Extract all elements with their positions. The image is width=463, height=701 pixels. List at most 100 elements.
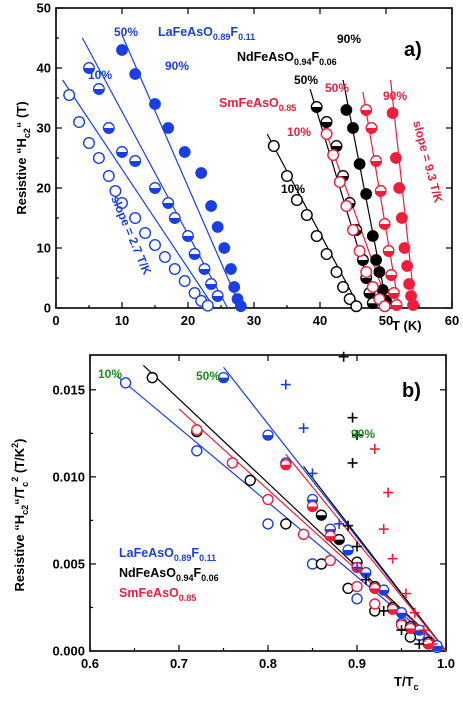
x-tick-label: 0 [52,313,59,328]
fit-line-ndfeaso-50 [303,466,447,652]
legend-nd: NdFeAsO0.94F0.06 [119,566,219,583]
x-tick-label: 0.9 [348,656,366,671]
ann-sm-90: 90% [383,89,407,103]
data-point-smfeaso-50 [360,104,373,116]
data-point-smfeaso-50 [390,299,403,311]
data-point-ndfeaso-10 [281,169,294,182]
data-point-smfeaso-10 [347,223,360,236]
half-marker-fill [375,191,387,197]
data-point-ndfeaso-90 [353,158,366,170]
data-point-lafeaso-50 [182,230,194,242]
half-marker-fill [385,275,397,281]
ann-la-90: 90% [165,59,189,73]
fit-line-lafeaso-10 [62,79,215,309]
data-point-smfeaso-90 [401,260,414,272]
data-point-ndfeaso-10 [280,518,292,530]
data-point-lafeaso-10 [262,518,274,530]
data-point-smfeaso-50 [280,459,292,471]
ann-nd-10: 10% [281,182,305,196]
label-sm: SmFeAsO0.85 [219,96,296,113]
data-point-lafeaso-90 [149,98,161,110]
data-point-ndfeaso-10 [300,208,313,221]
data-point-lafeaso-50 [198,263,211,275]
data-point-smfeaso-90 [390,152,402,164]
data-point-smfeaso-50 [324,530,336,542]
x-tick-label: 0.8 [259,656,277,671]
data-point-lafeaso-90 [205,200,218,212]
data-point-lafeaso-10 [63,88,76,101]
y-tick-label: 20 [37,181,51,196]
half-marker-fill [423,644,434,650]
data-point-ndfeaso-50 [333,533,345,546]
data-point-lafeaso-10 [129,211,142,224]
data-point-lafeaso-10 [82,136,95,149]
data-point-ndfeaso-90 [340,104,353,116]
data-point-smfeaso-50 [374,185,387,197]
data-point-lafeaso-10 [191,445,203,457]
data-point-smfeaso-10 [351,580,363,593]
ann-nd-90: 90% [337,32,361,46]
panel-b-tag: b) [402,380,421,402]
data-point-lafeaso-10 [109,184,122,197]
data-point-lafeaso-90 [195,167,208,179]
half-marker-fill [162,203,174,209]
data-point-smfeaso-50 [385,269,398,281]
panel-a-data-points [63,44,419,313]
data-point-ndfeaso-90 [347,457,358,468]
data-point-lafeaso-10 [119,377,132,389]
data-point-ndfeaso-90 [343,520,354,531]
data-point-smfeaso-10 [327,148,340,161]
half-marker-fill [378,590,389,596]
half-marker-fill [383,251,394,257]
data-point-smfeaso-10 [226,457,239,469]
half-marker-fill [205,284,217,290]
panel-a: 0 10 20 30 40 50 60 0 10 20 30 40 50 a) Resistive “H… [14,1,459,334]
data-point-lafeaso-50 [205,278,218,290]
data-point-lafeaso-10 [148,238,161,251]
half-marker-fill [149,188,161,194]
data-point-ndfeaso-50 [310,101,323,113]
half-marker-fill [321,122,332,128]
data-point-smfeaso-10 [333,175,346,188]
y-tick-label: 50 [37,1,51,16]
data-point-smfeaso-90 [403,278,416,290]
y-tick-label: 0 [44,301,51,316]
data-point-ndfeaso-90 [414,639,425,650]
panel-a-ticks: 0 10 20 30 40 50 60 0 10 20 30 40 50 [37,1,460,329]
half-marker-fill [212,296,223,302]
data-point-lafeaso-50 [342,544,354,556]
ann-b-50: 50% [196,369,220,383]
slope-right: slope = 9.3 T/K [410,119,445,204]
data-point-smfeaso-10 [360,266,373,279]
data-point-smfeaso-90 [398,242,411,254]
data-point-smfeaso-50 [306,500,319,513]
data-point-smfeaso-50 [369,582,381,594]
data-point-lafeaso-50 [116,146,128,158]
panel-b-ticks: 0.6 0.7 0.8 0.9 1.0 0.000 0.005 0.010 0.015 [52,355,455,671]
data-point-ndfeaso-50 [320,116,333,128]
data-point-smfeaso-10 [366,281,379,294]
half-marker-fill [280,464,291,470]
data-point-ndfeaso-90 [360,188,373,200]
data-point-smfeaso-50 [404,622,417,635]
x-tick-label: 1.0 [437,656,455,671]
data-point-lafeaso-50 [102,122,115,134]
data-point-smfeaso-90 [369,444,380,455]
half-marker-fill [405,628,416,634]
data-point-ndfeaso-90 [370,254,383,266]
data-point-lafeaso-50 [168,212,181,224]
half-marker-fill [325,536,336,542]
data-point-lafeaso-90 [116,44,128,56]
data-point-lafeaso-50 [162,197,175,209]
x-tick-label: 50 [379,313,393,328]
data-point-ndfeaso-90 [338,351,349,362]
data-point-lafeaso-50 [92,83,105,95]
data-point-ndfeaso-10 [343,293,356,306]
data-point-lafeaso-10 [115,196,128,209]
data-point-smfeaso-10 [369,598,381,610]
data-point-ndfeaso-10 [244,474,256,487]
data-point-smfeaso-50 [370,155,383,167]
y-tick-label: 0.005 [52,556,85,571]
data-point-lafeaso-10 [351,593,363,605]
